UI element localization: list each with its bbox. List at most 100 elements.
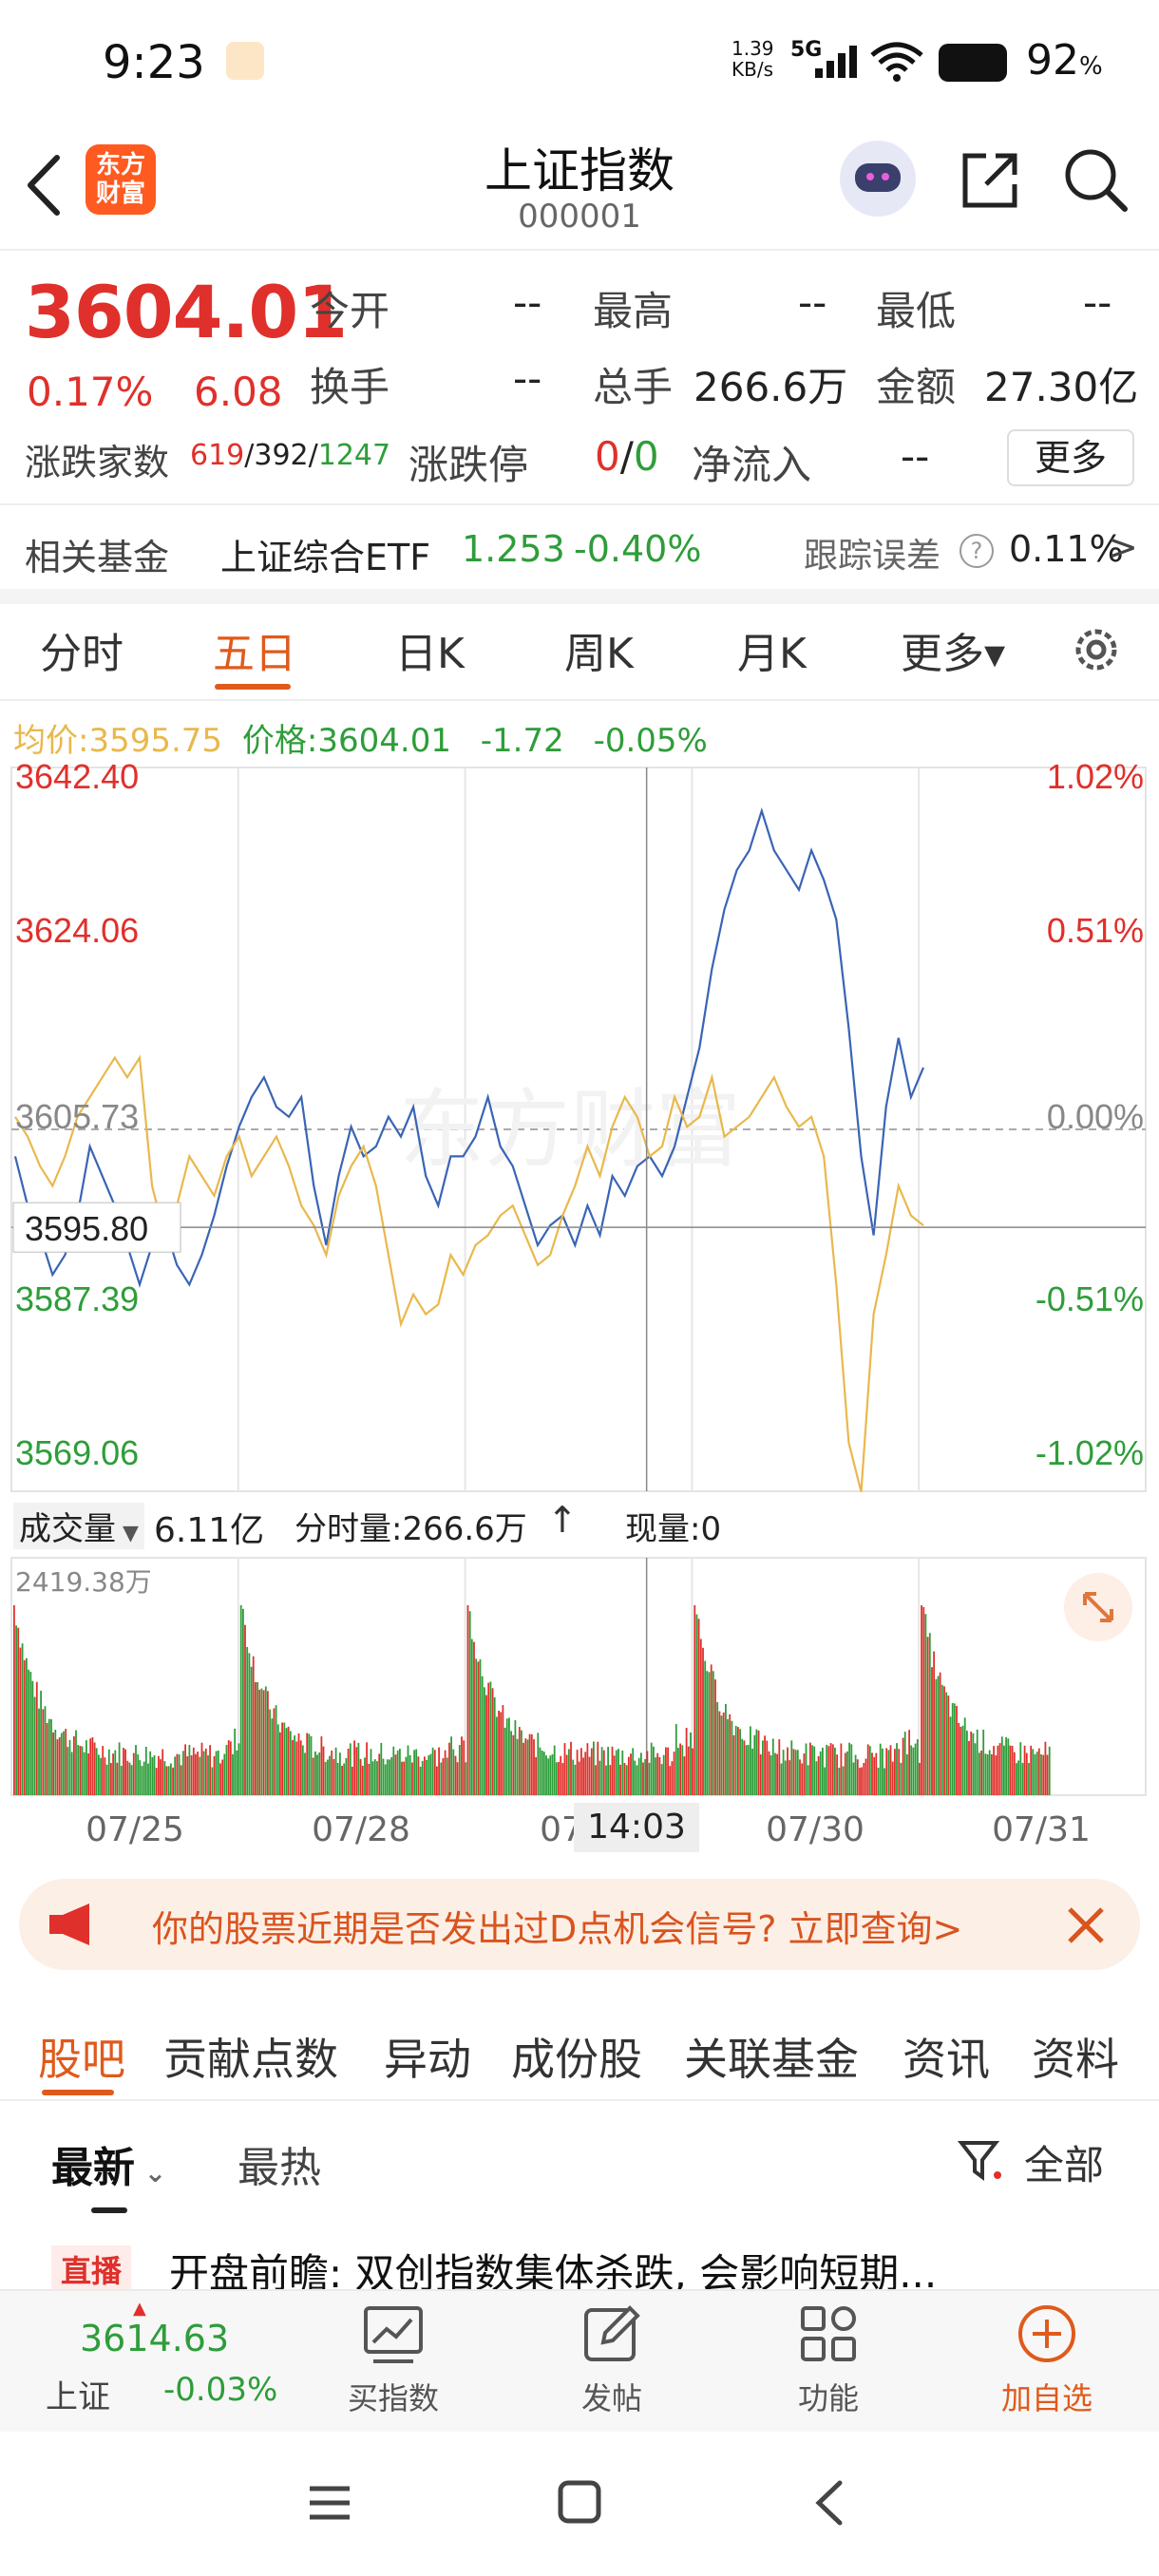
tab-daily-k[interactable]: 日K — [395, 630, 465, 678]
volume-bar — [239, 1605, 242, 1795]
breadth-values: 619/392/1247 — [190, 439, 391, 472]
tracking-arrow[interactable]: > — [1108, 526, 1138, 568]
volume-bar — [1019, 1742, 1022, 1795]
volume-bar — [396, 1750, 399, 1795]
volume-bar — [79, 1746, 82, 1795]
post-title[interactable]: 开盘前瞻: 双创指数集体杀跌, 会影响短期... — [169, 2250, 938, 2297]
x-tick-label: 07/31 — [992, 1810, 1091, 1849]
x-tick-label: 07/25 — [86, 1810, 184, 1849]
share-icon[interactable] — [958, 148, 1022, 213]
high-label: 最高 — [593, 288, 674, 334]
mini-change: -0.03% — [163, 2371, 278, 2409]
back-nav-icon[interactable] — [809, 2477, 847, 2529]
tab-monthly-k[interactable]: 月K — [737, 630, 807, 678]
volume-bar — [776, 1753, 778, 1795]
volume-bar — [674, 1724, 677, 1795]
tab-contribution[interactable]: 贡献点数 — [163, 2034, 338, 2085]
volume-bar — [186, 1756, 189, 1795]
volume-bar — [757, 1730, 760, 1795]
volume-bar — [739, 1729, 741, 1795]
volume-bar — [568, 1749, 570, 1795]
volume-bar — [956, 1706, 958, 1795]
tab-movement[interactable]: 异动 — [384, 2034, 471, 2085]
sort-hot[interactable]: 最热 — [238, 2144, 321, 2192]
settings-icon[interactable] — [1068, 621, 1125, 678]
volume-bar — [1017, 1760, 1019, 1795]
home-icon[interactable] — [555, 2477, 604, 2527]
tab-weekly-k[interactable]: 周K — [564, 630, 634, 678]
volume-bar — [732, 1734, 735, 1795]
more-button[interactable]: 更多 — [1007, 429, 1134, 486]
volume-bar — [778, 1739, 781, 1795]
volume-bar — [634, 1760, 636, 1795]
volume-bar — [21, 1643, 24, 1795]
volume-bar — [508, 1717, 510, 1795]
expand-icon[interactable] — [1064, 1573, 1132, 1641]
tab-profile[interactable]: 资料 — [1032, 2034, 1119, 2085]
volume-chart[interactable] — [0, 1554, 1159, 1801]
y-left-tick: 3587.39 — [15, 1279, 139, 1318]
volume-bar — [827, 1746, 830, 1795]
fund-name[interactable]: 上证综合ETF — [220, 537, 431, 578]
app-logo[interactable]: 东方 财富 — [86, 144, 156, 215]
volume-bar — [405, 1756, 408, 1795]
breadth-label: 涨跌家数 — [25, 442, 170, 483]
volume-bar — [766, 1740, 769, 1795]
volume-bar — [197, 1752, 199, 1795]
volume-bar — [997, 1745, 999, 1795]
volume-bar — [539, 1747, 542, 1795]
volume-bar — [510, 1731, 512, 1795]
tab-guba[interactable]: 股吧 — [38, 2034, 125, 2085]
volume-bar — [764, 1735, 766, 1795]
promo-banner[interactable]: 你的股票近期是否发出过D点机会信号? 立即查询> — [19, 1879, 1140, 1970]
assistant-avatar[interactable] — [840, 141, 916, 217]
volume-bar — [407, 1745, 409, 1795]
tab-intraday[interactable]: 分时 — [40, 630, 124, 678]
volume-bar — [640, 1752, 642, 1795]
tab-constituents[interactable]: 成份股 — [511, 2034, 642, 2085]
change-percent: 0.17% — [27, 369, 154, 415]
volume-bar — [982, 1730, 985, 1795]
volume-bar — [995, 1755, 998, 1795]
volume-bar — [704, 1660, 707, 1795]
mini-quote[interactable]: ▲ 3614.63 上证 -0.03% — [0, 2291, 304, 2434]
volume-bar — [533, 1739, 535, 1795]
close-icon[interactable] — [1064, 1904, 1108, 1947]
volume-bar — [856, 1759, 859, 1795]
volume-bar — [940, 1684, 943, 1795]
volume-bar — [852, 1762, 855, 1795]
nav-buy-index[interactable]: 买指数 — [317, 2301, 469, 2418]
tab-five-day[interactable]: 五日 — [213, 630, 296, 678]
back-icon[interactable] — [23, 152, 65, 218]
filter-label[interactable]: 全部 — [1024, 2142, 1105, 2188]
volume-bar — [58, 1736, 61, 1795]
volume-bar — [590, 1748, 593, 1795]
volume-bar — [172, 1767, 174, 1795]
volume-bar — [105, 1764, 108, 1795]
volume-bar — [419, 1767, 422, 1795]
volume-bar — [580, 1748, 582, 1795]
nav-post[interactable]: 发帖 — [536, 2301, 688, 2418]
help-icon[interactable]: ? — [960, 534, 994, 568]
volume-bar — [341, 1766, 343, 1795]
volume-bar — [780, 1763, 783, 1795]
volume-bar — [316, 1754, 318, 1795]
filter-icon[interactable] — [958, 2137, 1005, 2185]
volume-bar — [840, 1743, 843, 1795]
volume-bar — [355, 1747, 358, 1795]
volume-bar — [653, 1746, 655, 1795]
menu-icon[interactable] — [306, 2479, 353, 2527]
price-chart[interactable]: 东方财富 3595.80 3642.40 3624.06 3605.73 3587.39 3… — [0, 760, 1159, 1501]
volume-selector[interactable]: 成交量 ▼ — [13, 1503, 144, 1549]
volume-bar — [896, 1743, 898, 1795]
sort-latest[interactable]: 最新 ⌄ — [51, 2144, 167, 2192]
volume-bar — [124, 1749, 126, 1795]
tab-more[interactable]: 更多▾ — [901, 630, 1006, 678]
tab-related-funds[interactable]: 关联基金 — [684, 2034, 859, 2085]
search-icon[interactable] — [1062, 146, 1130, 215]
battery-icon — [939, 44, 1007, 82]
tab-news[interactable]: 资讯 — [902, 2034, 990, 2085]
nav-functions[interactable]: 功能 — [752, 2301, 904, 2418]
nav-add-watchlist[interactable]: 加自选 — [971, 2301, 1123, 2418]
volume-bar — [1021, 1763, 1024, 1795]
